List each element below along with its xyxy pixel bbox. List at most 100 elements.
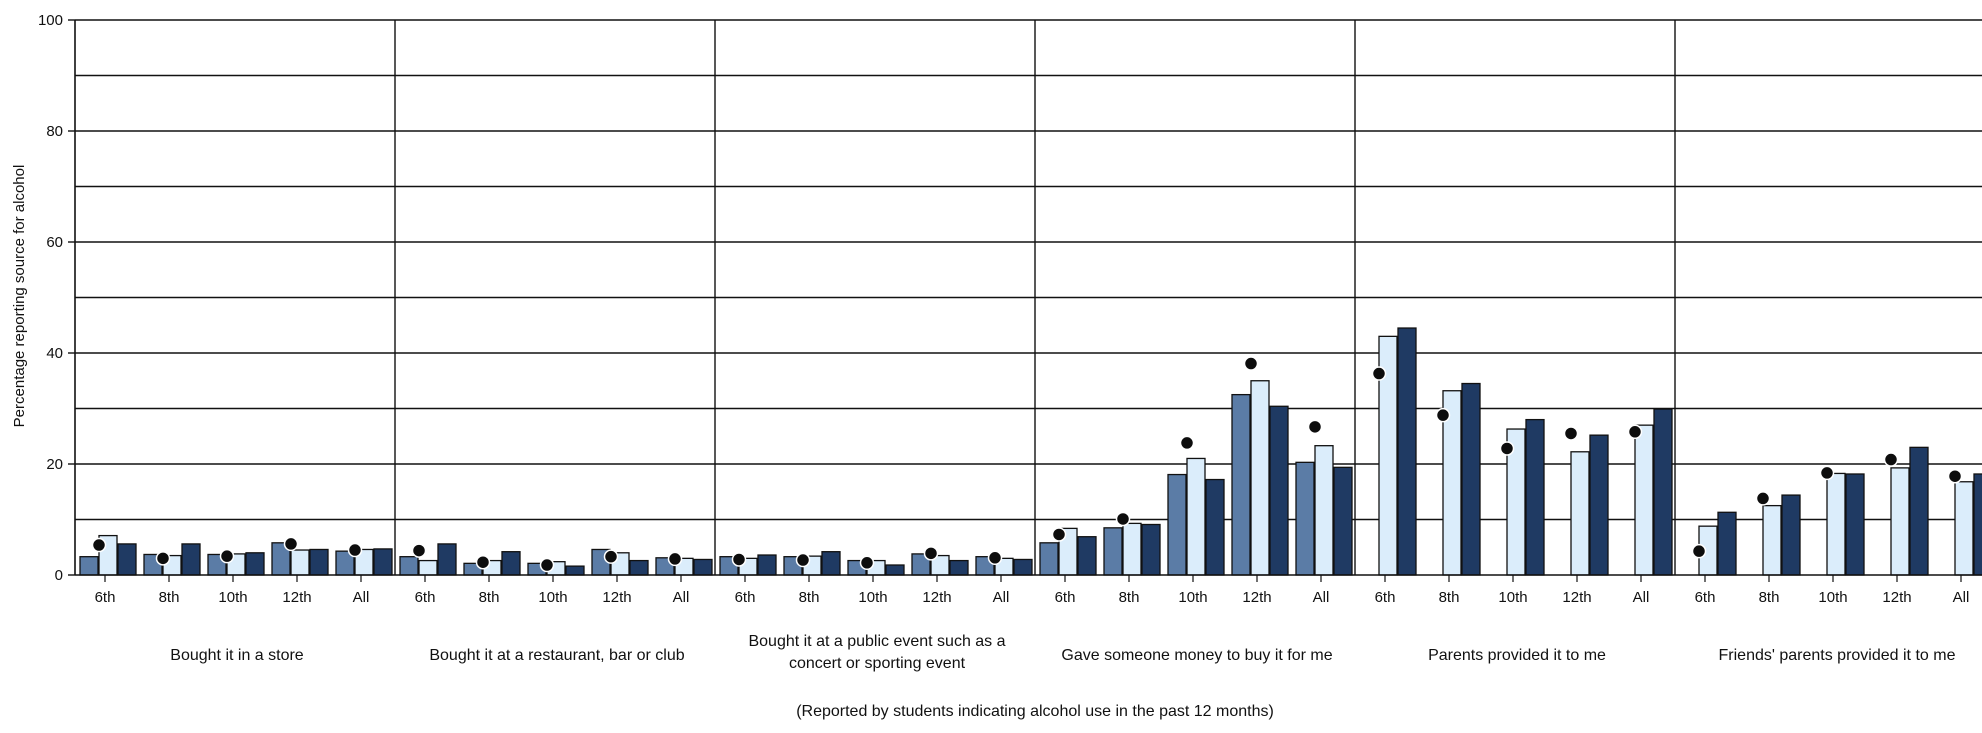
grade-label: 8th — [1439, 589, 1460, 606]
trend-marker — [539, 557, 555, 573]
grade-label: 8th — [799, 589, 820, 606]
bar — [1295, 461, 1315, 576]
bar — [501, 551, 521, 576]
grade-label: All — [673, 589, 690, 606]
y-axis-title: Percentage reporting source for alcohol — [11, 165, 28, 428]
group-label-line: Bought it in a store — [170, 647, 304, 664]
y-tick-label: 60 — [46, 234, 63, 251]
bar — [565, 565, 585, 576]
gridlines — [75, 19, 1982, 575]
bar — [1781, 494, 1801, 576]
bar — [1653, 408, 1673, 576]
trend-marker — [219, 548, 235, 564]
bar — [79, 556, 99, 576]
bar — [1333, 466, 1353, 576]
group-label-line: Parents provided it to me — [1428, 647, 1606, 664]
bar — [757, 554, 777, 576]
grade-label: 6th — [1375, 589, 1396, 606]
grade-label: 6th — [95, 589, 116, 606]
bar — [1954, 481, 1974, 576]
grade-label: 8th — [1759, 589, 1780, 606]
grade-label: All — [1953, 589, 1970, 606]
bar — [181, 543, 201, 576]
grade-label: 6th — [415, 589, 436, 606]
bar — [629, 559, 649, 576]
grade-label: 12th — [1242, 589, 1271, 606]
grade-label: 12th — [1562, 589, 1591, 606]
trend-marker — [1563, 426, 1579, 441]
grade-label: 12th — [922, 589, 951, 606]
bar — [290, 549, 310, 576]
bar — [1397, 327, 1417, 576]
bar — [1186, 457, 1206, 576]
bar — [1269, 405, 1289, 576]
bar — [1039, 542, 1059, 576]
grade-label: 12th — [1882, 589, 1911, 606]
bar — [1250, 380, 1270, 576]
trend-marker — [923, 546, 939, 561]
bar — [1570, 451, 1590, 576]
bar — [885, 564, 905, 576]
trend-marker — [859, 555, 875, 571]
bar — [1314, 445, 1334, 576]
bar — [1077, 536, 1097, 576]
bar — [1762, 504, 1782, 576]
trend-marker — [1115, 511, 1131, 527]
trend-marker — [1435, 407, 1451, 423]
y-tick-label: 100 — [38, 12, 63, 29]
group-label: Parents provided it to me — [1428, 647, 1606, 664]
trend-marker — [283, 536, 299, 552]
grade-label: 10th — [218, 589, 247, 606]
bar — [693, 558, 713, 576]
bar — [1890, 467, 1910, 576]
trend-marker — [411, 543, 427, 558]
trend-marker — [731, 552, 747, 567]
grade-label: 6th — [1055, 589, 1076, 606]
trend-marker — [1627, 424, 1643, 440]
trend-marker — [795, 552, 811, 568]
group-label-line: Friends' parents provided it to me — [1719, 647, 1956, 664]
bar — [1231, 393, 1251, 576]
trend-marker — [987, 550, 1003, 566]
bar — [1973, 473, 1982, 576]
bar — [1122, 522, 1142, 576]
trend-marker — [1755, 491, 1771, 506]
grade-label: 10th — [538, 589, 567, 606]
trend-marker — [1243, 356, 1259, 371]
bar — [1845, 473, 1865, 576]
bar — [373, 548, 393, 576]
grade-label: 8th — [1119, 589, 1140, 606]
bar — [1141, 523, 1161, 576]
bar — [949, 559, 969, 576]
bar — [821, 551, 841, 576]
y-tick-label: 40 — [46, 345, 63, 362]
bar — [437, 543, 457, 576]
y-tick-label: 0 — [55, 567, 63, 584]
bar — [245, 552, 265, 576]
bar — [1461, 382, 1481, 576]
bar — [1013, 558, 1033, 576]
grade-label: All — [1633, 589, 1650, 606]
trend-marker — [347, 542, 363, 558]
bar-layer — [79, 327, 1982, 576]
group-label: Bought it in a store — [170, 647, 304, 664]
grade-label: 10th — [1818, 589, 1847, 606]
trend-marker — [1051, 527, 1067, 542]
grade-label: 8th — [159, 589, 180, 606]
group-label: Bought it at a restaurant, bar or club — [429, 647, 684, 664]
y-tick-label: 80 — [46, 123, 63, 140]
grade-label: All — [353, 589, 370, 606]
trend-marker — [1947, 468, 1963, 484]
bar — [1205, 478, 1225, 576]
group-label-line: concert or sporting event — [789, 655, 966, 672]
grade-label: 8th — [479, 589, 500, 606]
group-label: Gave someone money to buy it for me — [1061, 647, 1332, 664]
group-label-line: Bought it at a public event such as a — [748, 633, 1005, 650]
bar — [1103, 527, 1123, 576]
trend-marker — [1179, 435, 1195, 451]
trend-marker — [155, 551, 171, 566]
grade-label: All — [993, 589, 1010, 606]
trend-marker — [1819, 465, 1835, 481]
